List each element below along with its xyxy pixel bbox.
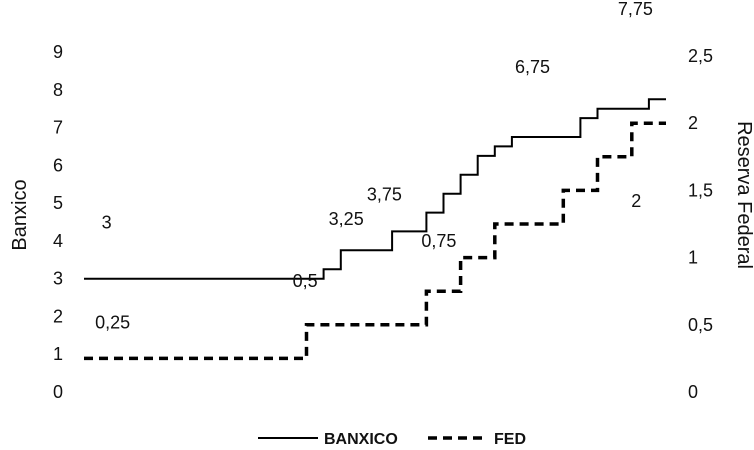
right-axis-title: Reserva Federal — [733, 121, 754, 269]
left-axis-ticks: 0 1 2 3 4 5 6 7 8 9 — [53, 42, 63, 402]
left-tick-label: 4 — [53, 231, 63, 251]
left-tick-label: 3 — [53, 269, 63, 289]
right-tick-label: 2,5 — [688, 46, 713, 66]
legend-label-banxico: BANXICO — [324, 431, 398, 448]
right-tick-label: 1,5 — [688, 180, 713, 200]
left-tick-label: 8 — [53, 80, 63, 100]
left-axis-title: Banxico — [9, 179, 31, 250]
left-tick-label: 5 — [53, 193, 63, 213]
left-tick-label: 6 — [53, 155, 63, 175]
legend: BANXICO FED — [258, 431, 526, 448]
value-label: 6,75 — [515, 57, 550, 77]
left-tick-label: 1 — [53, 344, 63, 364]
value-label: 0,5 — [293, 271, 318, 291]
value-label: 0,25 — [95, 312, 130, 332]
right-tick-label: 1 — [688, 248, 698, 268]
value-label: 7,75 — [618, 0, 653, 19]
right-tick-label: 0 — [688, 382, 698, 402]
value-label: 3 — [102, 213, 112, 233]
left-tick-label: 0 — [53, 382, 63, 402]
series-lines — [84, 98, 666, 361]
legend-label-fed: FED — [494, 431, 526, 448]
right-tick-label: 0,5 — [688, 315, 713, 335]
data-annotations: 3 3,253,75 6,75 7,75 0,25 0,5 0,75 2 — [95, 0, 653, 332]
value-label: 3,75 — [367, 184, 402, 204]
value-label: 0,75 — [421, 231, 456, 251]
left-tick-label: 2 — [53, 306, 63, 326]
value-label: 2 — [631, 191, 641, 211]
left-tick-label: 9 — [53, 42, 63, 62]
left-tick-label: 7 — [53, 118, 63, 138]
series-line-banxico — [84, 98, 666, 280]
right-axis-ticks: 0 0,5 1 1,5 2 2,5 — [688, 46, 713, 402]
value-label: 3,25 — [329, 209, 364, 229]
series-line-fed — [84, 121, 666, 361]
right-tick-label: 2 — [688, 113, 698, 133]
